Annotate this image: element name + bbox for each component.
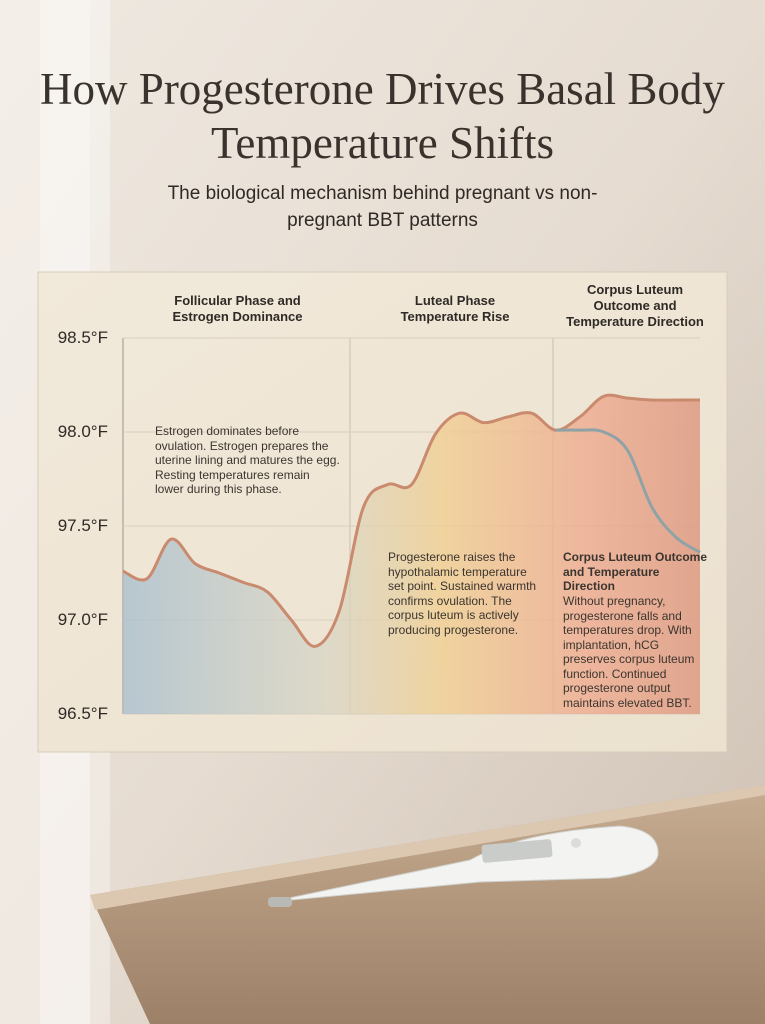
line [122,393,700,648]
phase-note: Without pregnancy, progesterone falls an… [563,594,695,710]
subtitle: The biological mechanism behind pregnant… [167,183,598,231]
phase-note-heading: Corpus Luteum Outcome and Temperature Di… [563,550,708,593]
phase-note: Estrogen dominates before ovulation. Est… [155,424,340,496]
plot [122,337,701,715]
table-edge [90,785,765,910]
phase-heading: Corpus Luteum Outcome and Temperature Di… [566,282,704,329]
y-tick-label: 98.0°F [57,422,108,441]
line [555,428,701,554]
thermometer [268,825,659,907]
phase-note: Progesterone raises the hypothalamic tem… [388,550,537,637]
area [123,395,700,714]
phase-heading: Luteal Phase Temperature Rise [400,293,510,324]
title: How Progesterone Drives Basal Body Tempe… [40,64,725,168]
phase-heading: Follicular Phase and Estrogen Dominance [172,293,303,324]
y-tick-label: 97.0°F [57,610,108,629]
y-tick-label: 97.5°F [57,516,108,535]
y-tick-label: 96.5°F [57,704,108,723]
y-tick-label: 98.5°F [57,328,108,347]
